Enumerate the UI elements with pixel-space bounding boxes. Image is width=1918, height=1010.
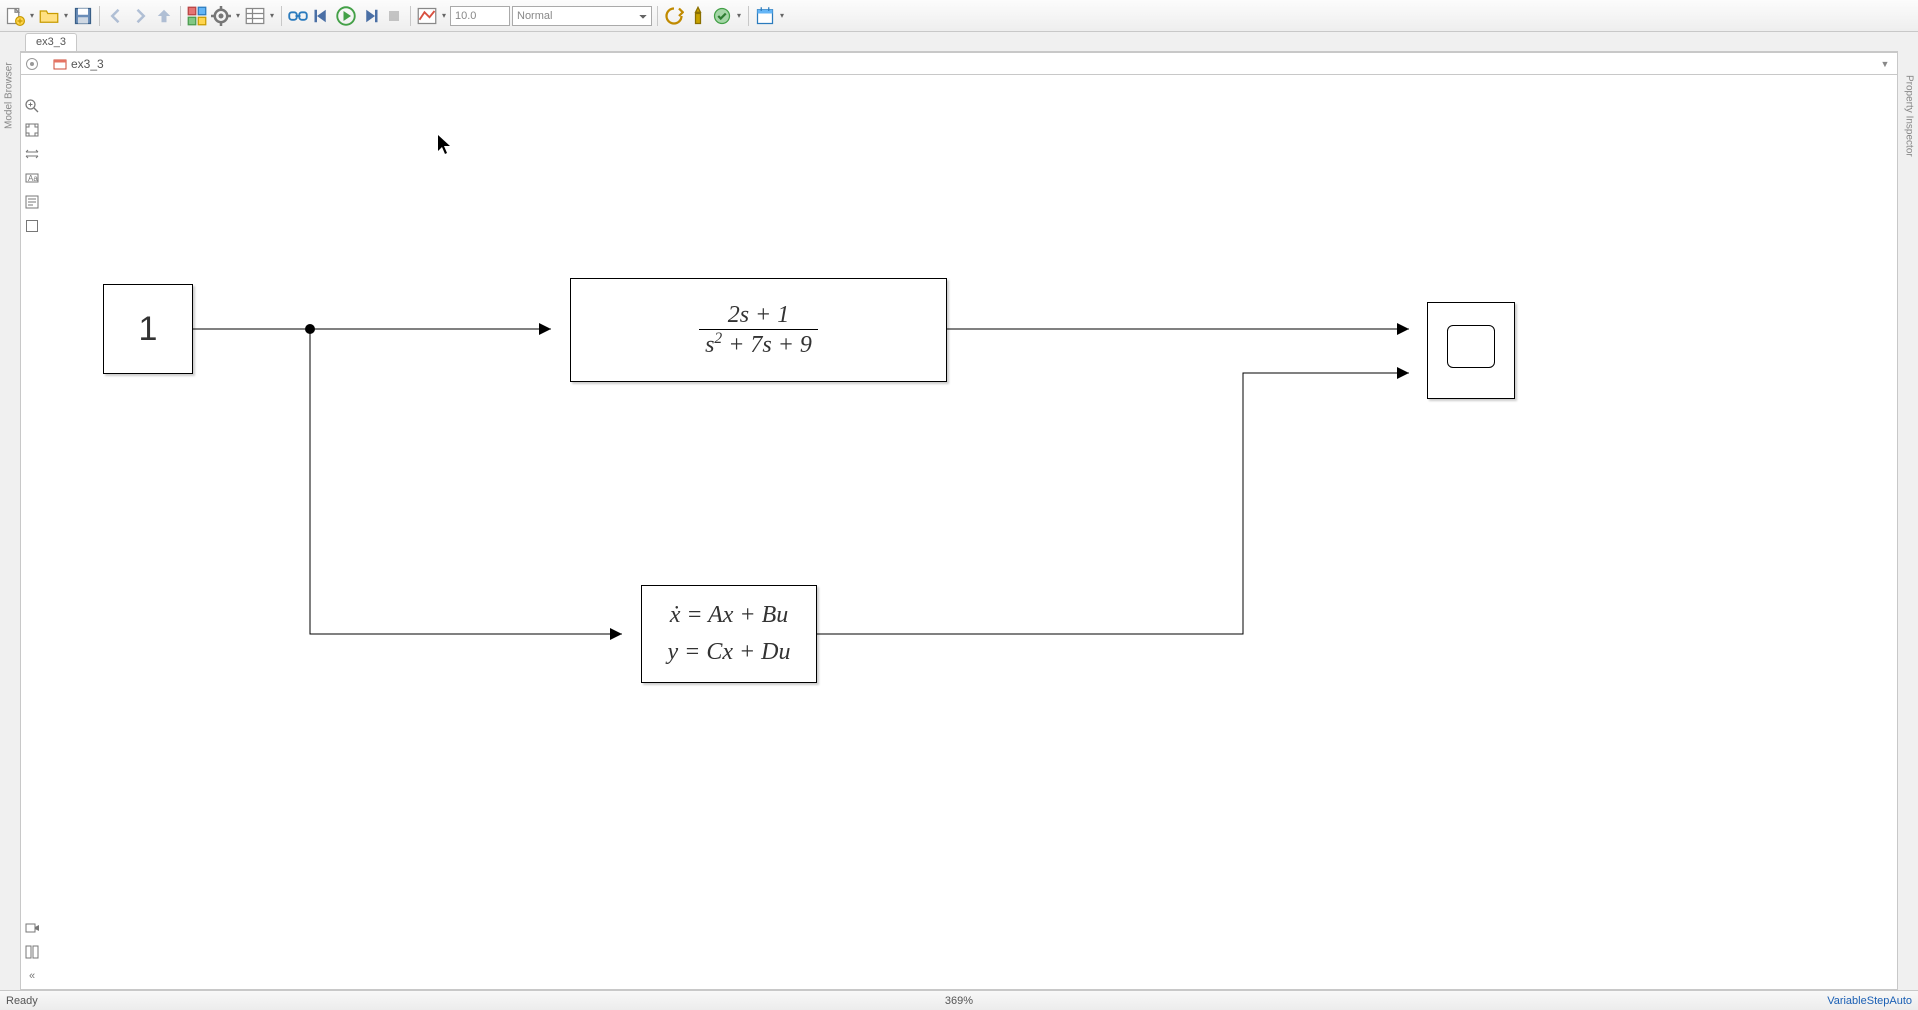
- collapse-button[interactable]: «: [23, 967, 41, 985]
- step-back-button[interactable]: [311, 5, 333, 27]
- fit-to-view-button[interactable]: [23, 121, 41, 139]
- status-zoom: 369%: [945, 995, 973, 1007]
- property-inspector-label[interactable]: Property Inspector: [1900, 36, 1918, 196]
- model-explorer-button[interactable]: [244, 5, 266, 27]
- svg-text:Aa: Aa: [28, 174, 38, 183]
- library-browser-button[interactable]: [186, 5, 208, 27]
- sample-time-button[interactable]: Aa: [23, 169, 41, 187]
- status-solver[interactable]: VariableStepAuto: [1827, 995, 1912, 1007]
- scope-block[interactable]: [1427, 302, 1515, 399]
- new-model-button[interactable]: [4, 5, 26, 27]
- hide-browser-icon[interactable]: [25, 57, 39, 71]
- schedule-dropdown[interactable]: ▾: [778, 11, 786, 20]
- build-button[interactable]: [687, 5, 709, 27]
- transfer-fcn-block[interactable]: 2s + 1 s2 + 7s + 9: [570, 278, 947, 382]
- tab-bar: ex3_3: [20, 32, 1898, 52]
- simulation-mode-select[interactable]: Normal: [512, 6, 652, 26]
- step-forward-button[interactable]: [359, 5, 381, 27]
- record-button[interactable]: [23, 919, 41, 937]
- open-dropdown[interactable]: ▾: [62, 11, 70, 20]
- run-button[interactable]: [335, 5, 357, 27]
- model-browser-label[interactable]: Model Browser: [0, 36, 18, 156]
- fast-restart-button[interactable]: [663, 5, 685, 27]
- canvas[interactable]: .block[data-name="step-block"] svg{displ…: [43, 53, 1897, 989]
- data-inspector-button[interactable]: [416, 5, 438, 27]
- explorer-palette: Aa: [21, 95, 43, 235]
- toolbar: ▾ ▾ ▾ ▾ ▾ Normal ▾ ▾: [0, 0, 1918, 32]
- schedule-button[interactable]: [754, 5, 776, 27]
- link-button[interactable]: [287, 5, 309, 27]
- back-button[interactable]: [105, 5, 127, 27]
- new-model-dropdown[interactable]: ▾: [28, 11, 36, 20]
- step-block[interactable]: [103, 284, 193, 374]
- data-inspector-dropdown[interactable]: ▾: [440, 11, 448, 20]
- toggle-perspective-button[interactable]: [23, 145, 41, 163]
- state-space-block[interactable]: ẋ = Ax + Bu y = Cx + Du: [641, 585, 817, 683]
- status-ready: Ready: [6, 995, 38, 1007]
- zoom-button[interactable]: [23, 97, 41, 115]
- update-dropdown[interactable]: ▾: [735, 11, 743, 20]
- save-button[interactable]: [72, 5, 94, 27]
- mouse-cursor: [438, 135, 452, 160]
- tab-model[interactable]: ex3_3: [25, 33, 77, 51]
- signal-lines: [43, 53, 1897, 989]
- scope-screen-icon: [1447, 325, 1494, 368]
- model-config-dropdown[interactable]: ▾: [234, 11, 242, 20]
- state-space-label: ẋ = Ax + Bu y = Cx + Du: [667, 597, 790, 671]
- model-config-button[interactable]: [210, 5, 232, 27]
- transfer-fcn-label: 2s + 1 s2 + 7s + 9: [699, 302, 818, 359]
- annotation-button[interactable]: [23, 193, 41, 211]
- status-bar: Ready 369% VariableStepAuto: [0, 990, 1918, 1010]
- stop-time-input[interactable]: [450, 6, 510, 26]
- update-diagram-button[interactable]: [711, 5, 733, 27]
- show-output-button[interactable]: [23, 943, 41, 961]
- model-explorer-dropdown[interactable]: ▾: [268, 11, 276, 20]
- stop-button[interactable]: [383, 5, 405, 27]
- up-button[interactable]: [153, 5, 175, 27]
- open-button[interactable]: [38, 5, 60, 27]
- forward-button[interactable]: [129, 5, 151, 27]
- image-button[interactable]: [23, 217, 41, 235]
